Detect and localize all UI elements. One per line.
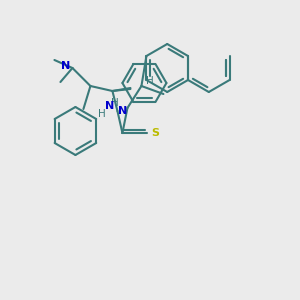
Text: N: N	[61, 61, 70, 71]
Text: S: S	[152, 128, 159, 138]
Text: H: H	[111, 98, 118, 108]
Text: N: N	[118, 106, 127, 116]
Text: H: H	[98, 109, 105, 119]
Text: H: H	[146, 76, 153, 86]
Text: N: N	[105, 101, 114, 111]
